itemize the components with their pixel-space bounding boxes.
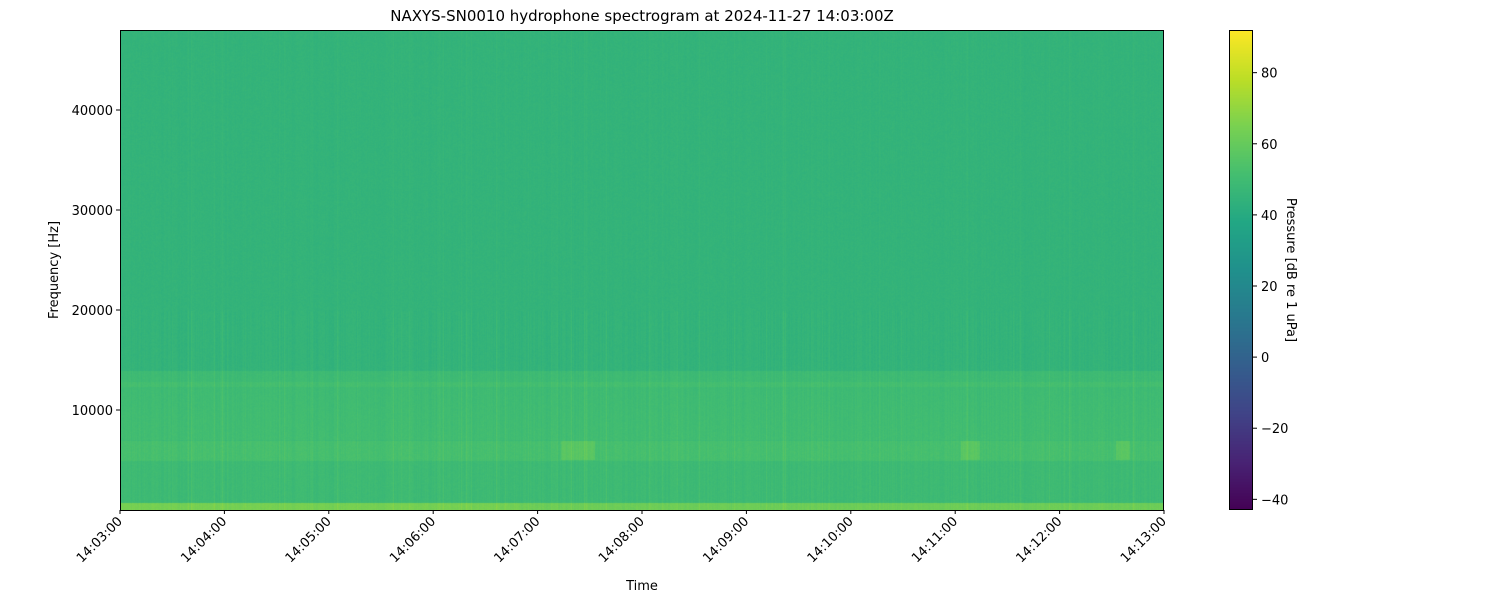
colorbar-frame: [1229, 30, 1253, 510]
x-axis: 14:03:00 14:04:00 14:05:00 14:06:00 14:07:00…: [74, 510, 1170, 566]
colorbar-tick-label: −20: [1261, 422, 1288, 437]
y-tick-label: 10000: [72, 404, 113, 419]
x-tick-label: 14:12:00: [1014, 514, 1066, 566]
chart-title: NAXYS-SN0010 hydrophone spectrogram at 2…: [390, 7, 894, 25]
x-tick-label: 14:08:00: [596, 514, 648, 566]
x-tick-label: 14:10:00: [805, 514, 857, 566]
spectrogram-plot-area: [120, 30, 1164, 510]
x-tick-label: 14:04:00: [178, 514, 230, 566]
y-tick-label: 20000: [72, 304, 113, 319]
y-axis-label: Frequency [Hz]: [47, 221, 62, 319]
x-tick-label: 14:06:00: [387, 514, 439, 566]
x-axis-label: Time: [625, 579, 658, 594]
x-tick-label: 14:11:00: [909, 514, 961, 566]
spectrogram-heatmap: [120, 30, 1164, 510]
colorbar-axis: −40 −20 0 20 40 60 80: [1253, 67, 1288, 508]
colorbar-tick-label: −40: [1261, 493, 1288, 508]
x-tick-label: 14:13:00: [1118, 514, 1170, 566]
colorbar-tick-label: 20: [1261, 280, 1278, 295]
x-tick-label: 14:09:00: [700, 514, 752, 566]
y-tick-label: 30000: [72, 204, 113, 219]
x-tick-label: 14:07:00: [492, 514, 544, 566]
colorbar-label: Pressure [dB re 1 uPa]: [1283, 198, 1298, 342]
y-axis: 10000 20000 30000 40000: [72, 104, 120, 419]
x-tick-label: 14:05:00: [283, 514, 335, 566]
colorbar-tick-label: 60: [1261, 138, 1278, 153]
colorbar-tick-label: 40: [1261, 209, 1278, 224]
y-tick-label: 40000: [72, 104, 113, 119]
colorbar-tick-label: 0: [1261, 351, 1269, 366]
colorbar-gradient: [1229, 30, 1253, 510]
x-tick-label: 14:03:00: [74, 514, 126, 566]
colorbar-tick-label: 80: [1261, 67, 1278, 82]
